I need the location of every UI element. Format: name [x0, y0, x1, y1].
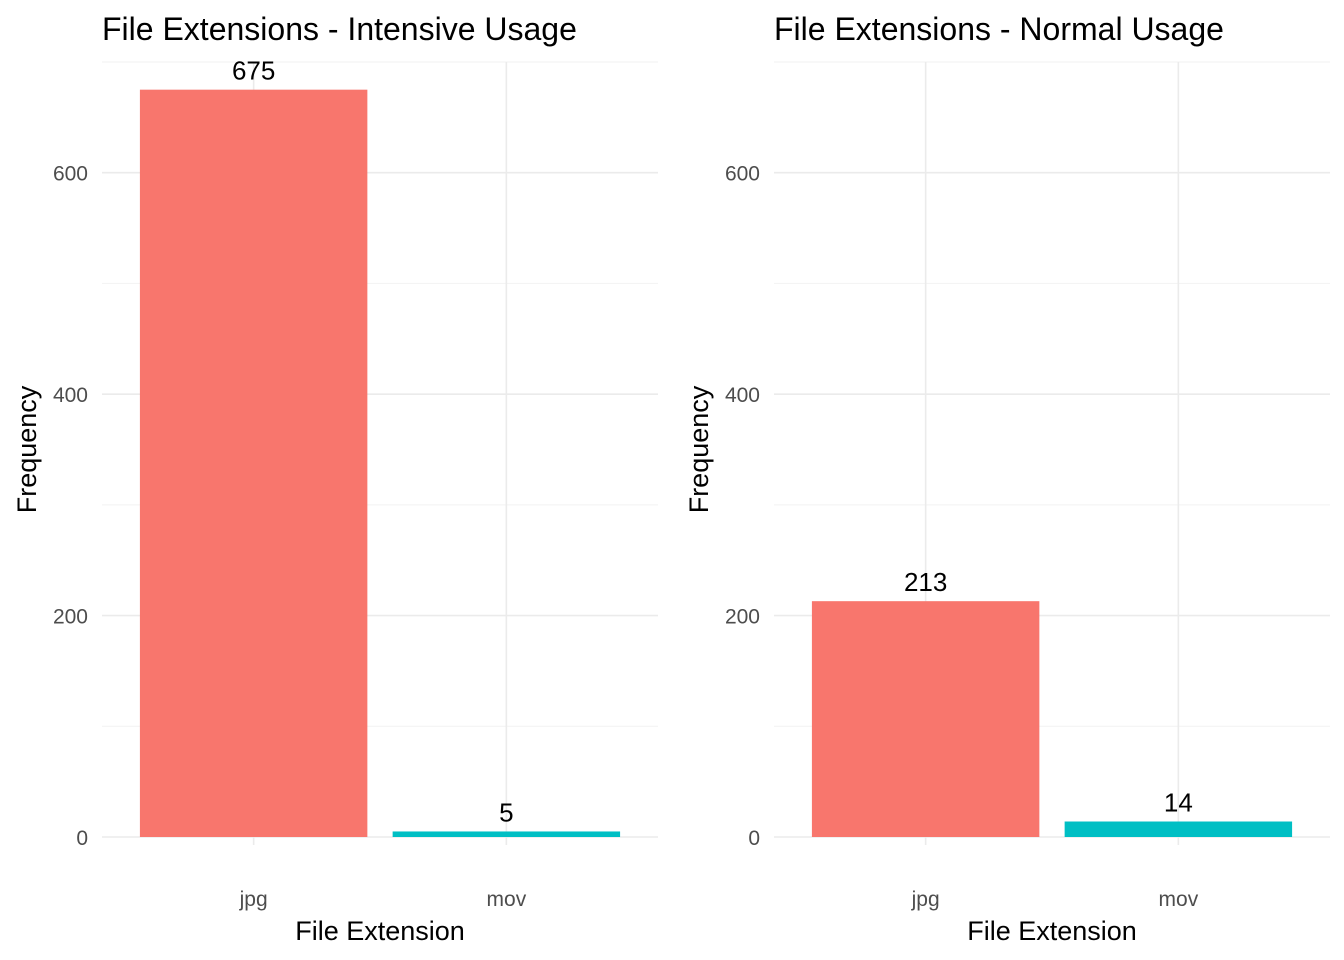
- chart-title: File Extensions - Normal Usage: [774, 11, 1224, 47]
- data-label-mov: 14: [1164, 788, 1193, 818]
- y-tick-label: 600: [725, 163, 760, 186]
- y-tick-label: 0: [76, 827, 88, 850]
- data-label-jpg: 675: [232, 56, 275, 86]
- x-tick-label: jpg: [911, 888, 940, 911]
- bar-jpg: [811, 601, 1040, 837]
- y-axis-title: Frequency: [12, 385, 42, 513]
- y-axis-title: Frequency: [684, 385, 714, 513]
- chart-title: File Extensions - Intensive Usage: [102, 11, 577, 47]
- x-axis-title: File Extension: [967, 916, 1137, 946]
- chart-panel-1: 675 5 0 200 400 600 jpg mov File Extensions - In…: [12, 11, 658, 946]
- bar-jpg: [139, 89, 368, 837]
- data-label-jpg: 213: [904, 567, 947, 597]
- bar-mov: [1064, 821, 1293, 837]
- x-tick-label: mov: [1159, 888, 1199, 911]
- y-tick-label: 600: [53, 163, 88, 186]
- x-tick-label: mov: [487, 888, 527, 911]
- x-tick-label: jpg: [239, 888, 268, 911]
- y-tick-label: 200: [53, 606, 88, 629]
- y-tick-label: 0: [748, 827, 760, 850]
- y-tick-label: 400: [53, 384, 88, 407]
- chart-panel-2: 213 14 0 200 400 600 jpg mov File Extensions - N…: [684, 11, 1330, 946]
- y-tick-label: 200: [725, 606, 760, 629]
- data-label-mov: 5: [499, 797, 513, 827]
- bar-mov: [392, 831, 621, 837]
- y-tick-label: 400: [725, 384, 760, 407]
- x-axis-title: File Extension: [295, 916, 465, 946]
